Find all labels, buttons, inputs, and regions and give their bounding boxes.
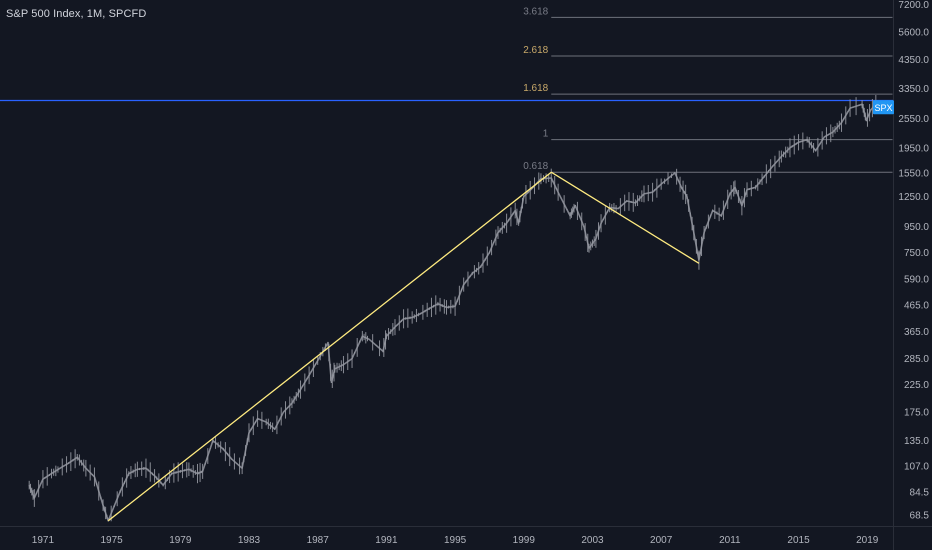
y-tick-label: 3350.0 — [898, 84, 929, 95]
fib-level-label: 1 — [543, 129, 549, 140]
fib-level-label: 2.618 — [523, 45, 548, 56]
x-tick-label: 2015 — [787, 535, 810, 546]
y-tick-label: 285.0 — [904, 354, 929, 365]
y-tick-label: 950.0 — [904, 222, 929, 233]
y-tick-label: 1250.0 — [898, 192, 929, 203]
y-tick-label: 225.0 — [904, 380, 929, 391]
y-tick-label: 7200.0 — [898, 0, 929, 11]
y-tick-label: 175.0 — [904, 408, 929, 419]
x-tick-label: 1999 — [513, 535, 536, 546]
y-tick-label: 1950.0 — [898, 143, 929, 154]
trend-line — [107, 171, 552, 522]
fib-level-label: 1.618 — [523, 83, 548, 94]
x-tick-label: 2011 — [719, 535, 741, 546]
price-series-line — [28, 101, 879, 522]
y-tick-label: 465.0 — [904, 300, 929, 311]
y-tick-label: 365.0 — [904, 327, 929, 338]
y-tick-label: 2550.0 — [898, 114, 929, 125]
y-tick-label: 5600.0 — [898, 28, 929, 39]
price-label-badge — [873, 100, 894, 115]
y-tick-label: 1550.0 — [898, 168, 929, 179]
x-tick-label: 1983 — [238, 535, 261, 546]
y-tick-label: 590.0 — [904, 274, 929, 285]
x-tick-label: 1979 — [169, 535, 192, 546]
fib-level-label: 3.618 — [523, 6, 548, 17]
y-tick-label: 4350.0 — [898, 55, 929, 66]
y-tick-label: 135.0 — [904, 436, 929, 447]
fib-level-label: 0.618 — [523, 161, 548, 172]
x-tick-label: 1995 — [444, 535, 467, 546]
price-label-text: SPX — [874, 103, 892, 113]
x-tick-label: 2007 — [650, 535, 673, 546]
y-tick-label: 107.0 — [904, 462, 929, 473]
x-tick-label: 2003 — [581, 535, 604, 546]
trend-line — [550, 171, 700, 264]
y-tick-label: 68.5 — [910, 511, 930, 522]
x-tick-label: 1971 — [32, 535, 55, 546]
chart-title: S&P 500 Index, 1M, SPCFD — [6, 8, 147, 20]
y-tick-label: 84.5 — [910, 488, 930, 499]
x-tick-label: 1991 — [375, 535, 398, 546]
x-tick-label: 2019 — [856, 535, 879, 546]
x-tick-label: 1975 — [101, 535, 124, 546]
y-tick-label: 750.0 — [904, 248, 929, 259]
x-tick-label: 1987 — [307, 535, 330, 546]
